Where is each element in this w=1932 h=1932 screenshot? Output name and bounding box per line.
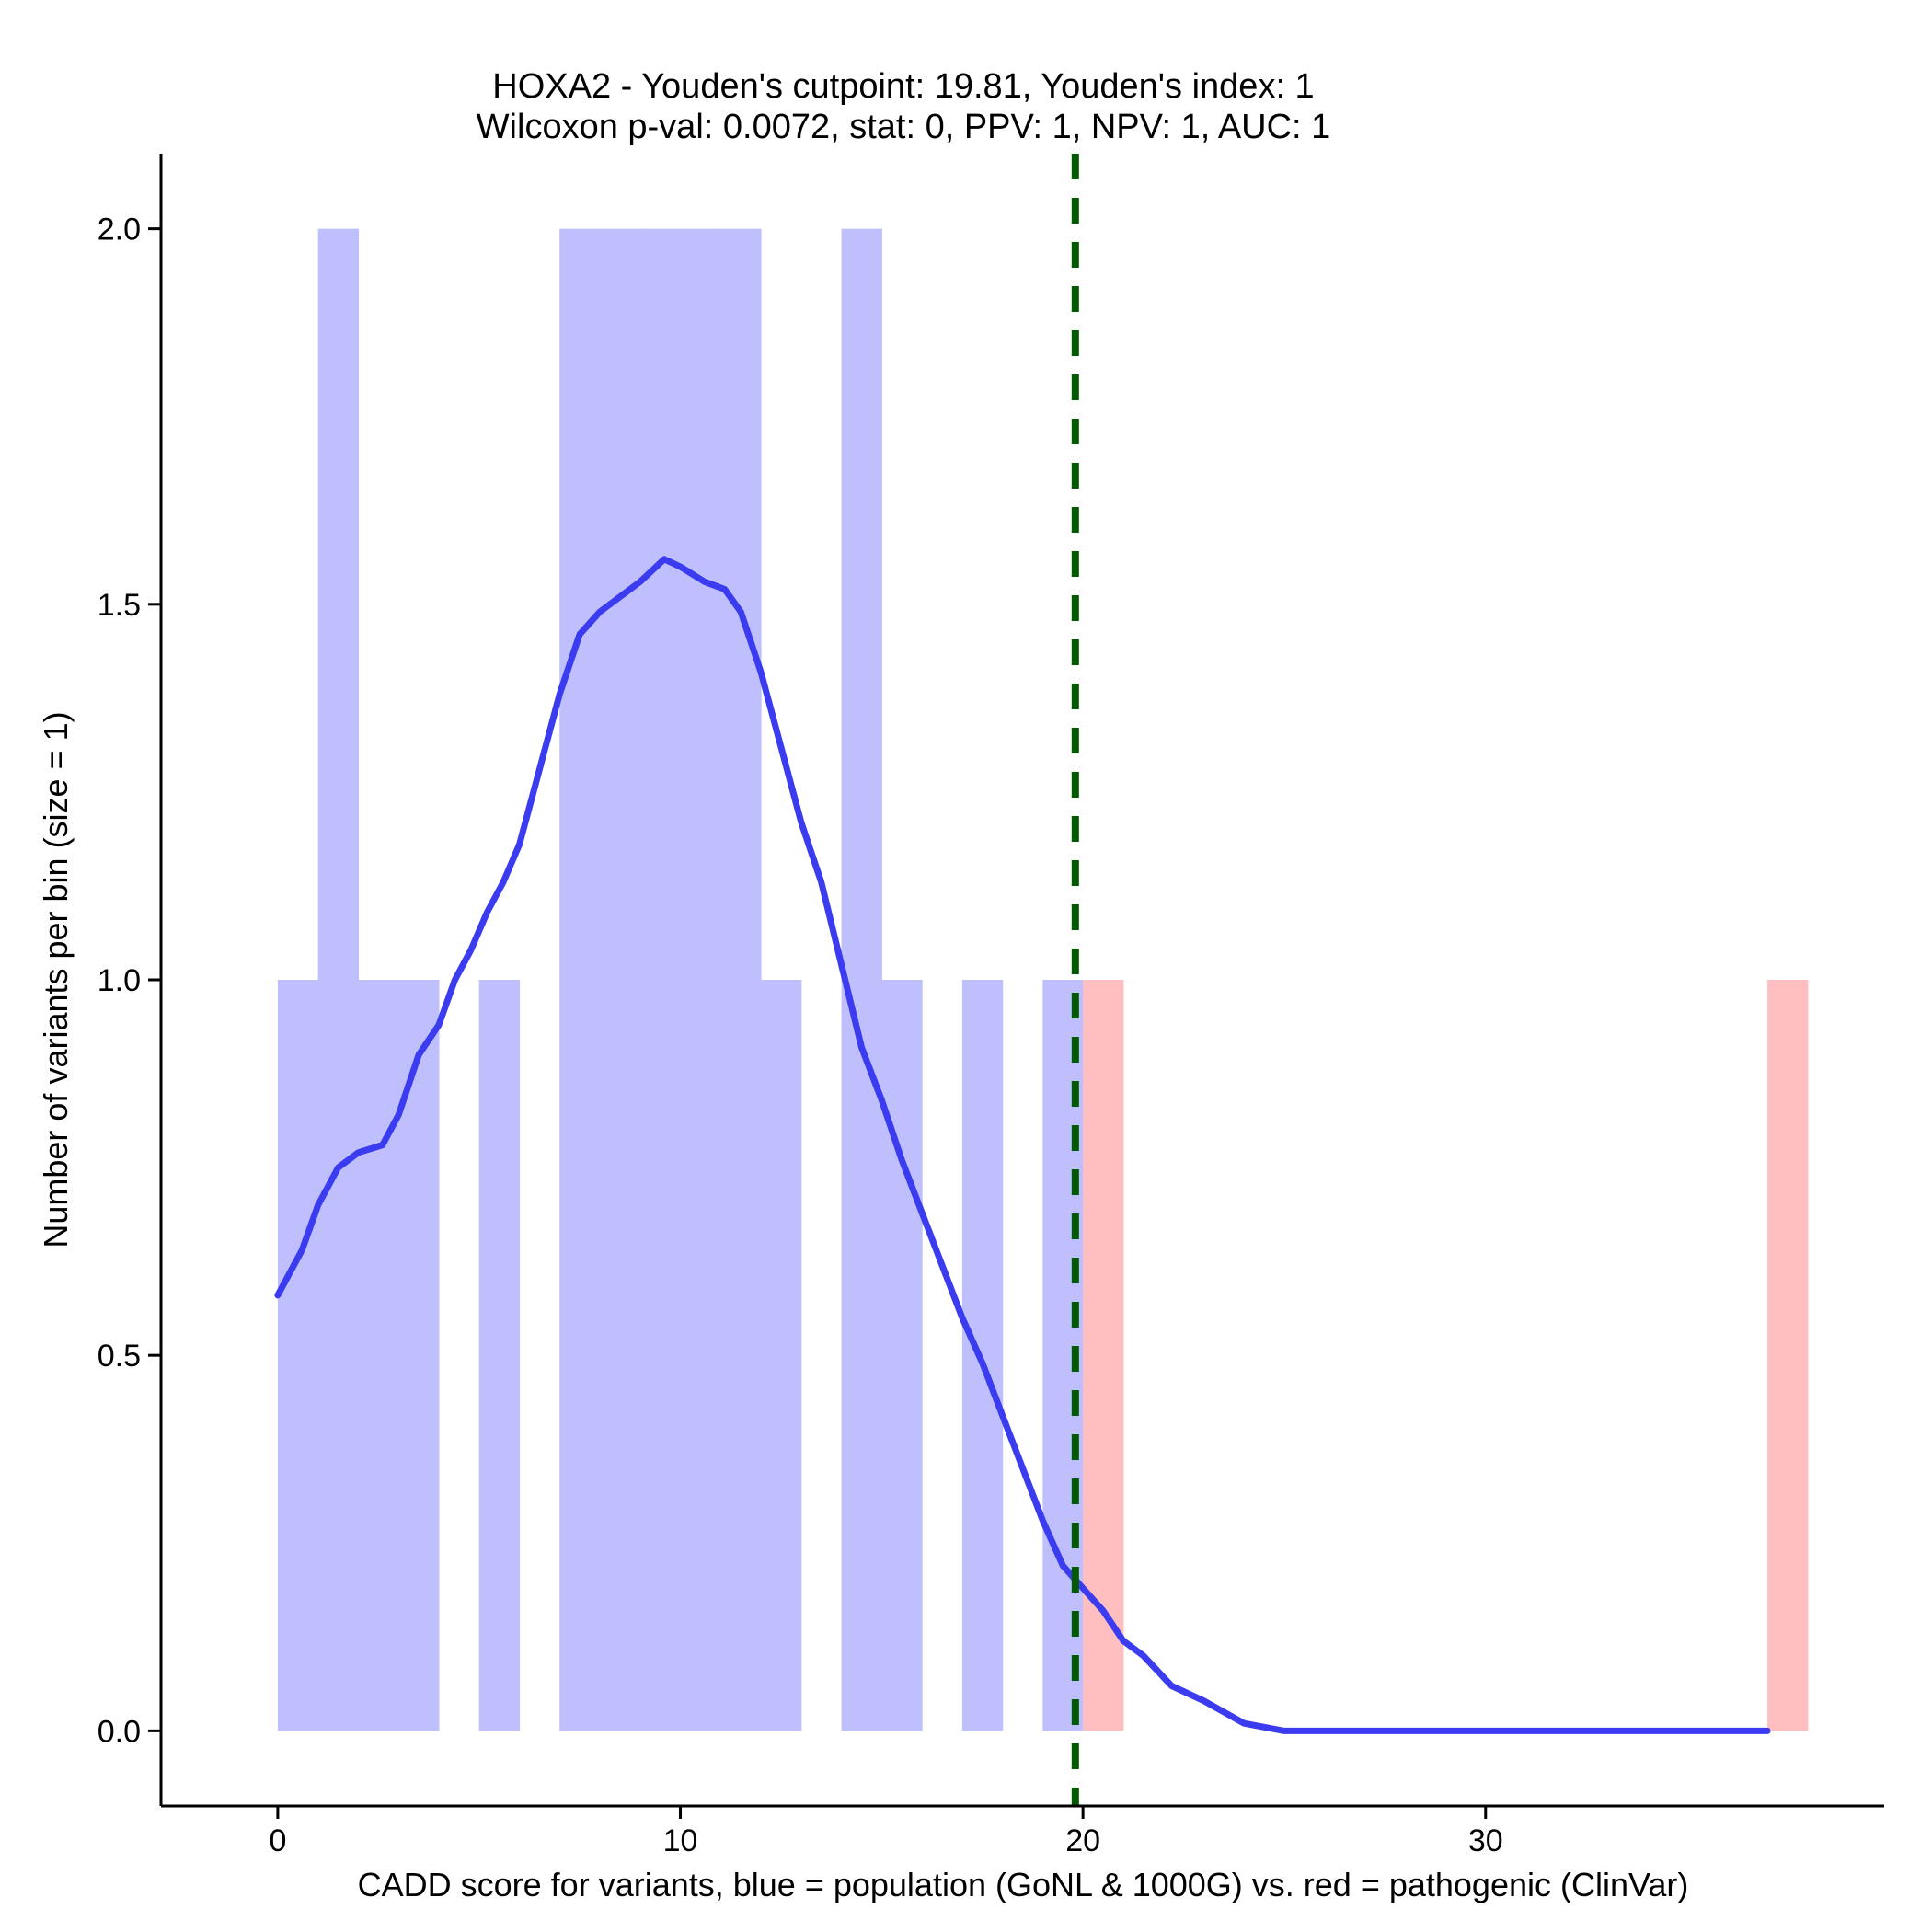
x-tick-label: 10 [663,1823,698,1858]
population-bar [277,980,319,1731]
population-bar [317,228,360,1731]
population-bar [680,228,721,1731]
population-bar [881,980,923,1731]
pathogenic-bar [1767,980,1809,1731]
population-bar [720,228,762,1731]
y-tick-label: 0.5 [98,1339,141,1374]
y-tick-label: 1.5 [98,588,141,623]
density-curve-line [274,556,1771,1734]
population-bar [761,980,802,1731]
x-axis-label: CADD score for variants, blue = populati… [358,1866,1689,1903]
population-bar [478,980,521,1731]
population-bar [600,228,641,1731]
x-tick-label: 0 [269,1823,286,1858]
chart-title: HOXA2 - Youden's cutpoint: 19.81, Youden… [492,67,1314,106]
y-tick-label: 2.0 [98,213,141,247]
y-tick-label: 0.0 [98,1714,141,1749]
population-bar [639,228,682,1731]
y-axis-label: Number of variants per bin (size = 1) [37,711,75,1248]
y-tick-label: 1.0 [98,963,141,998]
plot-area [274,154,1809,1806]
population-bar [961,980,1004,1731]
chart-subtitle: Wilcoxon p-val: 0.0072, stat: 0, PPV: 1,… [477,108,1331,146]
population-bar [559,228,601,1731]
x-tick-label: 30 [1468,1823,1503,1858]
population-bar [358,980,399,1731]
x-tick-label: 20 [1065,1823,1100,1858]
x-axis-ticks: 0 10 20 30 [269,1806,1503,1858]
pathogenic-bar [1083,980,1124,1731]
y-axis-ticks: 0.0 0.5 1.0 1.5 2.0 [98,213,161,1749]
population-bar [398,980,440,1731]
